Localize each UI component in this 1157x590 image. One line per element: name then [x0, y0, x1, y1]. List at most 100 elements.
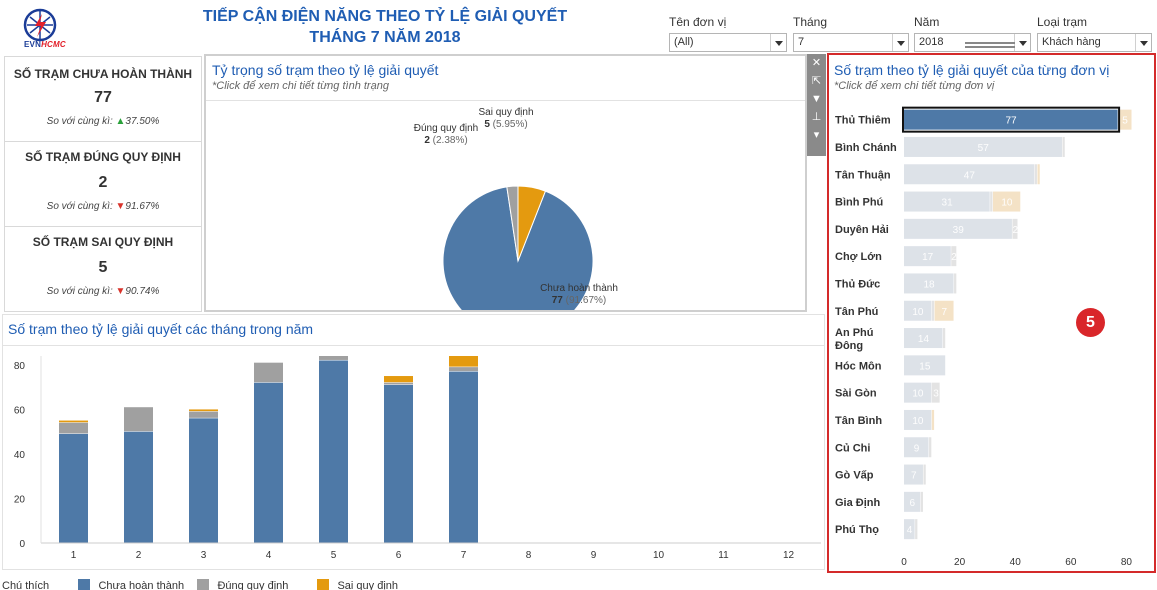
- rank-bar-dung[interactable]: [954, 273, 957, 294]
- drag-handle[interactable]: [965, 40, 1015, 50]
- filter-loai-tram-select[interactable]: Khách hàng: [1037, 33, 1152, 52]
- rank-bar-sai[interactable]: [992, 191, 1021, 212]
- filter-don-vi-select[interactable]: (All): [669, 33, 787, 52]
- bar-chua-month-3[interactable]: [189, 418, 218, 543]
- rank-bar-sai[interactable]: [934, 300, 954, 321]
- bar-dung-month-2[interactable]: [124, 407, 153, 432]
- pie-slice-chua-hoan-thanh[interactable]: [442, 186, 594, 310]
- rank-bar-chua[interactable]: [904, 382, 932, 403]
- legend-label: Chưa hoàn thành: [98, 580, 185, 590]
- pie-chua-label-name: Chưa hoàn thành: [540, 283, 618, 294]
- bar-sai-month-6[interactable]: [384, 376, 413, 383]
- rank-bar-value: 17: [922, 252, 934, 263]
- rank-bar-chua[interactable]: [904, 328, 943, 349]
- filter-don-vi-value: (All): [674, 36, 694, 48]
- bar-chua-month-5[interactable]: [319, 360, 348, 543]
- rank-bar-value: 39: [953, 225, 965, 236]
- rank-bar-value: 10: [1001, 198, 1013, 209]
- rank-bar-sai[interactable]: [1118, 109, 1132, 130]
- kpi-compare: So với cùng kì: ▲37.50%: [5, 116, 201, 127]
- rank-bar-dung[interactable]: [1012, 218, 1018, 239]
- rank-bar-chua[interactable]: [904, 164, 1035, 185]
- kpi-compare: So với cùng kì: ▼90.74%: [5, 286, 201, 297]
- close-icon[interactable]: ✕: [811, 57, 822, 69]
- rank-bar-chua[interactable]: [904, 191, 990, 212]
- rank-bar-sai[interactable]: [931, 409, 935, 430]
- rank-bar-chua[interactable]: [904, 273, 954, 294]
- kpi-card-chua-hoan-thanh[interactable]: SỐ TRẠM CHƯA HOÀN THÀNH 77 So với cùng k…: [4, 56, 202, 142]
- bar-chua-month-1[interactable]: [59, 433, 88, 543]
- rank-bar-chua[interactable]: [904, 355, 946, 376]
- rank-bar-chua[interactable]: [904, 218, 1012, 239]
- rank-row-label: Tân Phú: [835, 306, 878, 318]
- pie-dung-label-name: Đúng quy định: [414, 123, 479, 134]
- rank-bar-sai[interactable]: [1037, 164, 1040, 185]
- pie-slice-sai-quy-dinh[interactable]: [517, 185, 547, 262]
- rank-bar-dung[interactable]: [929, 437, 932, 458]
- rank-bar-chua[interactable]: [904, 519, 915, 540]
- bar-sai-month-1[interactable]: [59, 420, 88, 423]
- legend-item-chua[interactable]: Chưa hoàn thành: [78, 576, 184, 590]
- logo-text: EVNHCMC: [24, 40, 66, 49]
- rank-row-label: Gia Định: [835, 497, 881, 509]
- legend-item-sai[interactable]: Sai quy định: [317, 576, 398, 590]
- bar-sai-month-3[interactable]: [189, 409, 218, 412]
- filter-thang-select[interactable]: 7: [793, 33, 909, 52]
- selected-bar-outline[interactable]: [902, 106, 1121, 133]
- rank-bar-dung[interactable]: [990, 191, 993, 212]
- legend-item-dung[interactable]: Đúng quy định: [197, 576, 288, 590]
- chevron-down-icon[interactable]: [1014, 34, 1030, 51]
- bar-dung-month-5[interactable]: [319, 356, 348, 360]
- rank-bar-dung[interactable]: [1034, 164, 1037, 185]
- rank-bar-dung[interactable]: [931, 382, 940, 403]
- rank-bar-chua[interactable]: [904, 246, 951, 267]
- rank-row-label: Củ Chi: [835, 442, 870, 454]
- rank-bar-value: 9: [914, 443, 920, 454]
- rank-bar-dung[interactable]: [915, 519, 918, 540]
- logo-text-main: EVN: [24, 40, 42, 49]
- bar-dung-month-3[interactable]: [189, 411, 218, 418]
- rank-bar-chua[interactable]: [904, 300, 932, 321]
- rank-bar-value: 6: [910, 498, 916, 509]
- kpi-card-sai-quy-dinh[interactable]: SỐ TRẠM SAI QUY ĐỊNH 5 So với cùng kì: ▼…: [4, 226, 202, 312]
- kpi-title: SỐ TRẠM CHƯA HOÀN THÀNH: [13, 67, 193, 81]
- dropdown-icon[interactable]: ▾: [813, 129, 820, 141]
- rank-bar-dung[interactable]: [951, 246, 957, 267]
- rank-bar-chua[interactable]: [904, 409, 932, 430]
- bar-dung-month-1[interactable]: [59, 422, 88, 434]
- bar-chua-month-4[interactable]: [254, 382, 283, 543]
- x-tick-label: 5: [331, 550, 337, 561]
- bar-chua-month-7[interactable]: [449, 371, 478, 543]
- rank-bar-dung[interactable]: [920, 491, 923, 512]
- bar-chua-month-2[interactable]: [124, 431, 153, 543]
- rank-bar-chua[interactable]: [904, 491, 921, 512]
- filter-thang-value: 7: [798, 36, 805, 48]
- rank-bar-value: 5: [1122, 116, 1128, 127]
- rank-bar-dung[interactable]: [1062, 136, 1065, 157]
- y-tick-label: 20: [14, 494, 26, 505]
- rank-bar-chua[interactable]: [904, 437, 929, 458]
- kpi-card-dung-quy-dinh[interactable]: SỐ TRẠM ĐÚNG QUY ĐỊNH 2 So với cùng kì: …: [4, 141, 202, 227]
- rank-bar-value: 10: [912, 416, 924, 427]
- popout-icon[interactable]: ⇱: [811, 75, 822, 87]
- chevron-down-icon[interactable]: [892, 34, 908, 51]
- bar-chua-month-6[interactable]: [384, 384, 413, 543]
- rank-bar-chua[interactable]: [904, 464, 923, 485]
- rank-bar-dung[interactable]: [942, 328, 946, 349]
- bar-sai-month-7[interactable]: [449, 356, 478, 367]
- filter-icon[interactable]: ▼: [811, 93, 822, 105]
- pin-icon[interactable]: ⊥: [811, 111, 822, 123]
- chevron-down-icon[interactable]: [1135, 34, 1151, 51]
- rank-bar-chua[interactable]: [904, 136, 1062, 157]
- bar-dung-month-6[interactable]: [384, 382, 413, 385]
- bar-dung-month-7[interactable]: [449, 367, 478, 372]
- rank-bar-chua[interactable]: [904, 109, 1118, 130]
- rank-bar-dung[interactable]: [923, 464, 926, 485]
- chevron-down-icon[interactable]: [770, 34, 786, 51]
- x-tick-label: 10: [653, 550, 665, 561]
- rank-bar-dung[interactable]: [931, 300, 935, 321]
- bar-dung-month-4[interactable]: [254, 362, 283, 383]
